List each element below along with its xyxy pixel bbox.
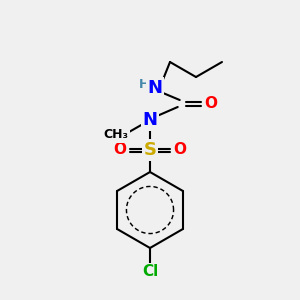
- Text: O: O: [113, 142, 127, 158]
- Text: N: N: [142, 111, 158, 129]
- Text: N: N: [148, 79, 163, 97]
- Text: O: O: [173, 142, 187, 158]
- Text: H: H: [139, 79, 149, 92]
- Text: S: S: [143, 141, 157, 159]
- Text: O: O: [204, 97, 217, 112]
- Text: CH₃: CH₃: [103, 128, 128, 142]
- Text: Cl: Cl: [142, 265, 158, 280]
